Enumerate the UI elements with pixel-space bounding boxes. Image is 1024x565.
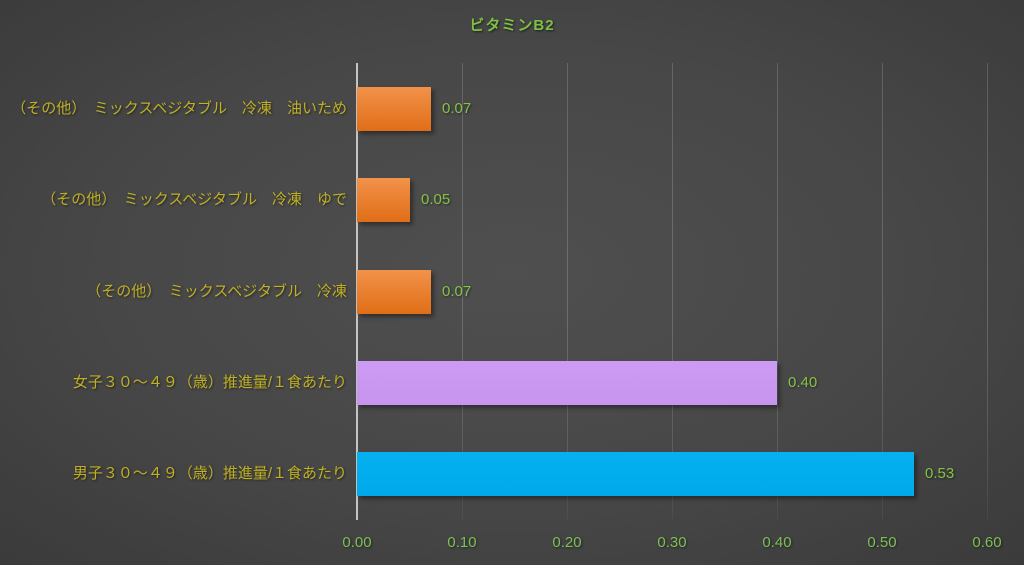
category-label: （その他） ミックスベジタブル 冷凍 ゆで <box>41 191 347 208</box>
x-tick-label: 0.50 <box>867 534 897 551</box>
x-tick-label: 0.00 <box>342 534 372 551</box>
gridline <box>672 63 673 520</box>
x-tick-label: 0.30 <box>657 534 687 551</box>
bar <box>357 452 914 496</box>
y-axis-category-labels: （その他） ミックスベジタブル 冷凍 油いため （その他） ミックスベジタブル 冷… <box>0 63 347 520</box>
bar <box>357 87 431 131</box>
gridline <box>777 63 778 520</box>
plot-area: 0.07 0.05 0.07 0.40 0.53 <box>356 63 988 520</box>
bar <box>357 270 431 314</box>
value-label: 0.53 <box>925 465 955 482</box>
gridline <box>462 63 463 520</box>
x-tick-label: 0.40 <box>762 534 792 551</box>
value-label: 0.05 <box>421 191 451 208</box>
value-label: 0.07 <box>442 283 472 300</box>
x-axis-tick-labels: 0.00 0.10 0.20 0.30 0.40 0.50 0.60 <box>342 534 1001 556</box>
category-label: 女子３０～４９（歳）推進量/１食あたり <box>72 374 347 391</box>
x-tick-label: 0.60 <box>972 534 1002 551</box>
value-label: 0.40 <box>788 374 818 391</box>
value-label: 0.07 <box>442 100 472 117</box>
gridline <box>882 63 883 520</box>
bar <box>357 178 410 222</box>
gridline <box>987 63 988 520</box>
x-tick-label: 0.20 <box>552 534 582 551</box>
chart-title: ビタミンB2 <box>469 17 555 34</box>
gridline <box>567 63 568 520</box>
x-tick-label: 0.10 <box>447 534 477 551</box>
bar <box>357 361 777 405</box>
category-label: （その他） ミックスベジタブル 冷凍 <box>86 283 347 300</box>
category-label: 男子３０～４９（歳）推進量/１食あたり <box>72 465 347 482</box>
category-label: （その他） ミックスベジタブル 冷凍 油いため <box>11 100 347 117</box>
